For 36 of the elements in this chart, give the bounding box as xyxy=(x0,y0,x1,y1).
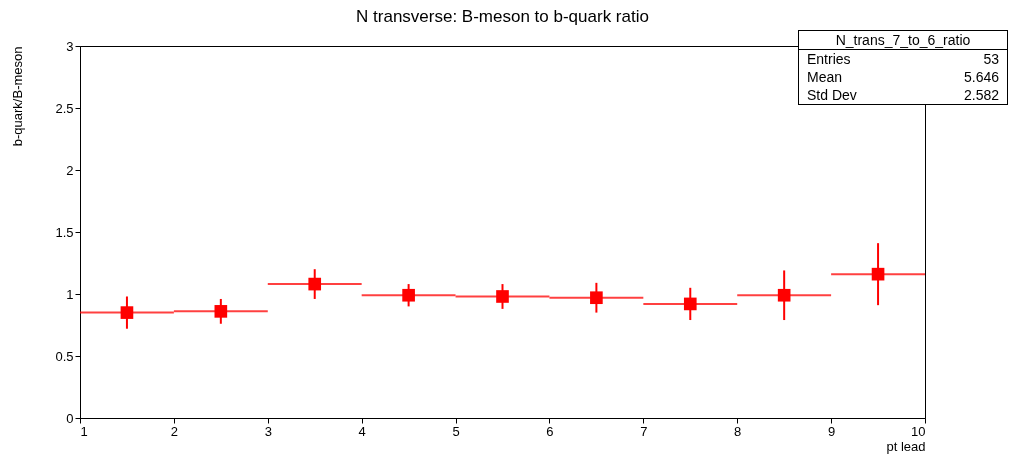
point xyxy=(214,305,228,318)
point xyxy=(683,297,697,311)
x-tick-label: 10 xyxy=(911,423,926,439)
chart-title: N transverse: B-meson to b-quark ratio xyxy=(356,7,649,26)
point xyxy=(496,290,509,303)
x-tick-label: 1 xyxy=(80,423,88,439)
text: 53 xyxy=(983,50,999,68)
point xyxy=(871,267,885,281)
y-tick-label: 1.5 xyxy=(55,224,74,240)
y-tick-label: 0 xyxy=(66,410,74,426)
point xyxy=(120,306,134,319)
annotation: Std Dev xyxy=(807,86,857,104)
y-tick-label: 2.5 xyxy=(55,100,74,116)
y-axis-title: b-quark/B-meson xyxy=(10,46,26,147)
x-tick-label: 9 xyxy=(827,423,836,439)
text: 2.582 xyxy=(963,86,999,104)
x-tick-label: 8 xyxy=(734,423,742,439)
point xyxy=(308,277,322,291)
text: 5.646 xyxy=(963,68,999,86)
x-axis-title: pt lead xyxy=(886,438,926,454)
annotation: Mean xyxy=(807,68,843,86)
x-tick-label: 2 xyxy=(170,423,179,439)
y-tick-label: 1 xyxy=(66,286,74,302)
annotation: Entries xyxy=(807,50,851,68)
x-tick-label: 5 xyxy=(452,423,460,439)
annotation: N_trans_7_to_6_ratio xyxy=(799,31,1007,50)
point xyxy=(402,288,415,302)
x-tick-label: 4 xyxy=(358,423,366,439)
point xyxy=(590,291,603,305)
x-tick-label: 3 xyxy=(264,423,272,439)
point xyxy=(777,288,791,302)
y-tick-label: 3 xyxy=(66,38,74,54)
y-tick-label: 0.5 xyxy=(55,348,74,364)
x-tick-label: 6 xyxy=(546,423,554,439)
x-tick-label: 7 xyxy=(640,423,648,439)
y-tick-label: 2 xyxy=(66,162,74,178)
